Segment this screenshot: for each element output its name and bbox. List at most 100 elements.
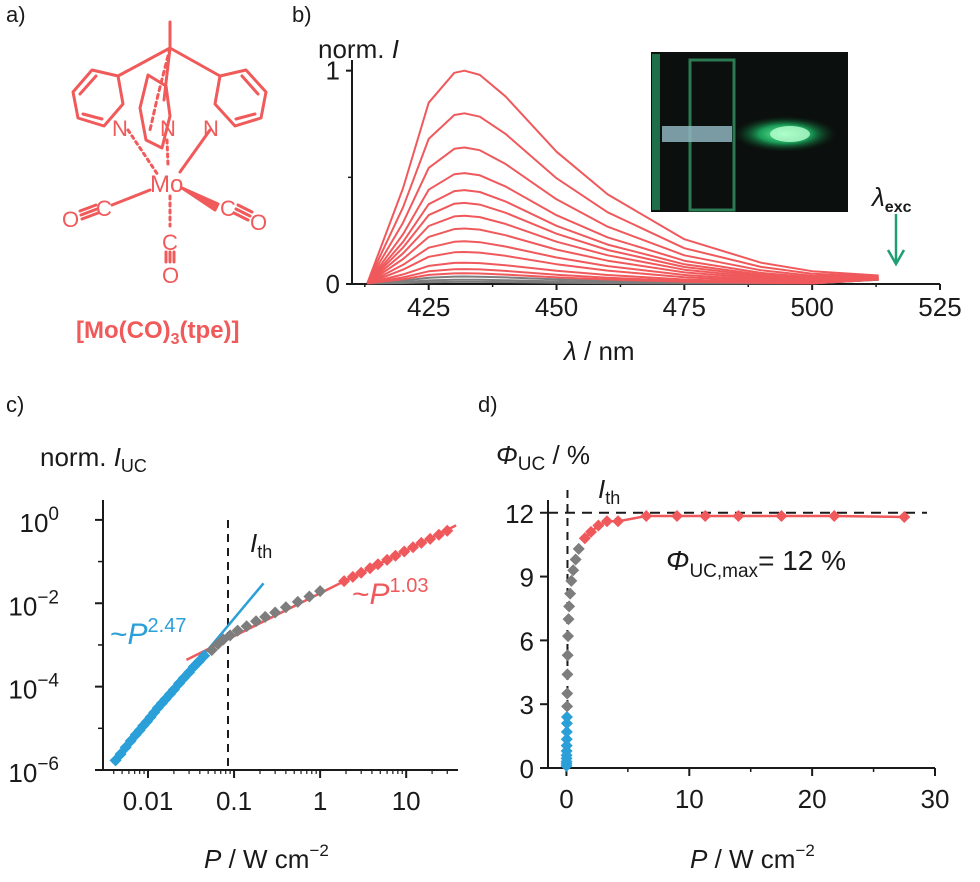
atom-n-right: N — [203, 116, 219, 141]
c-point-gray — [259, 610, 272, 623]
atom-o-bottom: O — [162, 263, 179, 288]
c-point-red — [346, 570, 359, 583]
fit-label-red: ~P1.03 — [352, 575, 428, 611]
d-point-gray — [569, 553, 582, 566]
panel-c-threshold-label: Ith — [250, 528, 272, 562]
c-point-gray — [224, 629, 237, 642]
panel-c-ylabel: norm. IUC — [40, 442, 147, 476]
c-x-tick-label: 0.1 — [216, 786, 252, 816]
c-point-red — [371, 558, 384, 571]
b-x-tick-label: 450 — [535, 292, 578, 322]
c-y-tick-label: 100 — [20, 504, 60, 538]
d-point-red — [898, 511, 911, 524]
d-red-guide-line — [583, 514, 905, 540]
b-x-tick-label: 425 — [407, 292, 450, 322]
d-y-tick-label: 0 — [520, 754, 534, 784]
c-point-gray — [240, 620, 253, 633]
max-efficiency-annotation: ΦUC,max= 12 % — [666, 545, 846, 582]
c-point-red — [389, 549, 402, 562]
panel-d-plot-area: 0 10 20 30 0 3 6 9 12 — [505, 490, 949, 814]
c-point-blue — [198, 649, 211, 662]
b-spectrum-line — [366, 146, 879, 284]
panel-d-ylabel: ΦUC / % — [496, 440, 590, 475]
c-y-tick-label: 10−6 — [8, 754, 59, 788]
d-point-gray — [567, 564, 580, 577]
d-point-gray — [561, 649, 574, 662]
c-point-gray — [279, 601, 292, 614]
c-point-gray — [231, 624, 244, 637]
c-point-red — [381, 553, 394, 566]
c-point-red — [432, 528, 445, 541]
b-y-tick-label: 0 — [326, 269, 340, 299]
d-point-gray — [562, 613, 575, 626]
d-point-red — [612, 515, 625, 528]
panel-b-xlabel: λ / nm — [562, 336, 635, 366]
atom-c-left: C — [96, 196, 112, 221]
d-y-tick-label: 9 — [520, 563, 534, 593]
d-point-gray — [561, 700, 574, 713]
atom-o-left: O — [62, 207, 79, 232]
panel-d-xlabel: P / W cm−2 — [690, 841, 815, 874]
panel-b-label: b) — [292, 2, 312, 27]
atom-c-right: C — [220, 196, 236, 221]
c-point-gray — [269, 606, 282, 619]
d-point-gray — [572, 542, 585, 555]
c-point-blue — [119, 741, 132, 754]
d-x-tick-label: 10 — [675, 784, 704, 814]
panel-d-label: d) — [478, 392, 498, 417]
panel-c-loglog: c) norm. IUC P / W cm−2 0.01 0.1 1 10 100 10−… — [6, 392, 458, 874]
atom-o-right: O — [250, 210, 267, 235]
c-point-red — [407, 541, 420, 554]
c-x-tick-label: 10 — [392, 786, 421, 816]
c-y-tick-label: 10−4 — [8, 671, 59, 705]
b-spectrum-line — [366, 112, 879, 284]
c-point-gray — [250, 615, 263, 628]
d-point-red — [671, 509, 683, 522]
d-point-red — [600, 515, 613, 528]
d-point-blue — [560, 725, 573, 738]
c-point-red — [355, 566, 368, 579]
d-point-red — [775, 509, 788, 522]
d-point-blue — [560, 739, 573, 752]
compound-name: [Mo(CO)3(tpe)] — [76, 317, 240, 348]
c-point-red — [398, 545, 411, 558]
b-spectrum-line — [366, 189, 879, 285]
d-point-blue — [560, 710, 573, 723]
c-point-red — [415, 536, 428, 549]
atom-n-left: N — [112, 116, 128, 141]
panel-c-xlabel: P / W cm−2 — [204, 841, 329, 874]
panel-a-structure: a) — [6, 2, 268, 348]
panel-c-plot-area: 0.01 0.1 1 10 100 10−2 10−4 10−6 — [8, 500, 458, 816]
d-y-tick-label: 12 — [505, 499, 534, 529]
d-x-tick-label: 20 — [798, 784, 827, 814]
panel-b-ylabel: norm. I — [318, 34, 399, 64]
panel-c-label: c) — [6, 392, 24, 417]
atom-mo: Mo — [150, 171, 183, 198]
b-spectrum-line — [366, 227, 879, 285]
atom-c-bottom: C — [162, 230, 178, 255]
c-x-tick-label: 1 — [313, 786, 327, 816]
b-spectrum-line — [366, 69, 879, 284]
d-point-blue — [560, 733, 573, 746]
d-point-red — [578, 532, 591, 545]
d-point-gray — [562, 630, 575, 643]
c-point-red — [338, 575, 351, 588]
b-spectrum-line — [366, 240, 879, 285]
b-x-tick-label: 525 — [918, 292, 961, 322]
b-spectrum-line — [366, 251, 879, 285]
d-point-gray — [563, 600, 576, 613]
d-point-gray — [561, 668, 574, 681]
panel-b-plot-area: 425 450 475 500 525 0 1 — [326, 56, 962, 322]
panel-a-label: a) — [6, 2, 26, 27]
b-spectrum-line — [366, 201, 879, 285]
d-point-red — [592, 519, 605, 532]
d-point-gray — [561, 687, 574, 700]
tpe-ligand-drawing — [71, 20, 268, 264]
panel-d-threshold-label: Ith — [598, 474, 620, 508]
excitation-arrow — [886, 214, 906, 267]
d-x-tick-label: 30 — [921, 784, 950, 814]
atom-n-middle: N — [160, 116, 176, 141]
b-y-tick-label: 1 — [326, 56, 340, 86]
